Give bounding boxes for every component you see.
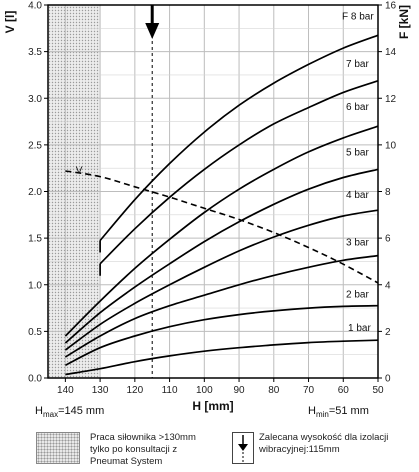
y-right-axis-title: F [kN] xyxy=(397,5,411,39)
x-tick-label: 130 xyxy=(92,385,109,396)
x-tick-label: 100 xyxy=(196,385,213,396)
y-right-tick-label: 4 xyxy=(385,280,391,291)
y-right-tick-label: 10 xyxy=(385,140,397,151)
y-right-tick-label: 8 xyxy=(385,187,391,198)
x-tick-label: 80 xyxy=(268,385,280,396)
recommended-height-arrow-head xyxy=(145,23,160,39)
series-line-f-8-bar xyxy=(99,34,379,242)
series-line-1-bar xyxy=(65,339,379,376)
y-left-tick-label: 1.0 xyxy=(28,280,42,291)
series-label: 6 bar xyxy=(346,102,369,113)
series-line-v xyxy=(65,170,379,284)
y-right-tick-label: 12 xyxy=(385,94,397,105)
y-left-tick-label: 0.0 xyxy=(28,374,42,385)
x-tick-label: 50 xyxy=(372,385,384,396)
series-label: 5 bar xyxy=(346,147,369,158)
y-left-tick-label: 0.5 xyxy=(28,327,42,338)
x-tick-label: 70 xyxy=(303,385,315,396)
series-line-6-bar xyxy=(64,125,379,337)
recommended-height-legend-text: Zalecana wysokość dla izolacji wibracyjn… xyxy=(259,432,389,455)
h-min-note: Hmin=51 mm xyxy=(308,405,369,420)
series-label: F 8 bar xyxy=(342,11,374,22)
series-line-4-bar xyxy=(64,209,379,351)
hatched-region-swatch xyxy=(36,432,80,464)
x-tick-label: 110 xyxy=(162,385,178,396)
series-label: V xyxy=(76,165,83,176)
y-right-tick-label: 2 xyxy=(385,327,391,338)
h-max-note: Hmax=145 mm xyxy=(35,405,105,420)
x-axis-title: H [mm] xyxy=(192,399,233,413)
series-line-5-bar xyxy=(64,168,379,344)
series-label: 2 bar xyxy=(346,290,369,301)
series-label: 1 bar xyxy=(348,323,371,334)
y-right-tick-label: 0 xyxy=(385,374,391,385)
arrow-down-icon xyxy=(238,435,248,462)
series-line-2-bar xyxy=(65,304,379,366)
x-tick-label: 90 xyxy=(233,385,245,396)
y-left-axis-title: V [l] xyxy=(3,11,17,34)
series-line-7-bar xyxy=(99,79,379,265)
y-right-tick-label: 16 xyxy=(385,1,397,12)
hatched-region-legend-text: Praca siłownika >130mm tylko po konsulta… xyxy=(90,432,196,467)
series-label: 3 bar xyxy=(346,238,369,249)
y-left-tick-label: 2.5 xyxy=(28,140,42,151)
y-left-tick-label: 3.5 xyxy=(28,47,42,58)
x-tick-label: 140 xyxy=(57,385,74,396)
y-right-tick-label: 14 xyxy=(385,47,397,58)
y-right-tick-label: 6 xyxy=(385,234,391,245)
y-left-tick-label: 4.0 xyxy=(28,1,42,12)
series-label: 7 bar xyxy=(346,59,369,70)
recommended-height-swatch xyxy=(232,432,254,464)
x-tick-label: 120 xyxy=(126,385,143,396)
y-left-tick-label: 2.0 xyxy=(28,187,42,198)
y-left-tick-label: 3.0 xyxy=(28,94,42,105)
y-left-tick-label: 1.5 xyxy=(28,234,42,245)
series-line-3-bar xyxy=(64,254,379,358)
series-label: 4 bar xyxy=(346,190,369,201)
x-tick-label: 60 xyxy=(338,385,350,396)
